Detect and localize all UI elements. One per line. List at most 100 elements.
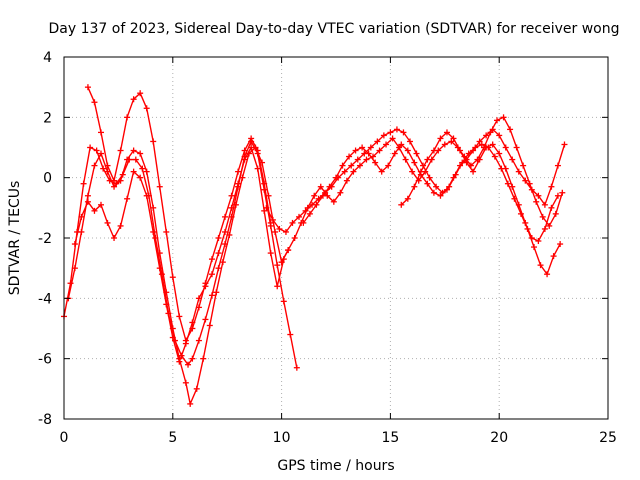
series-line bbox=[74, 146, 285, 363]
data-point bbox=[241, 147, 248, 154]
series-track-6 bbox=[278, 114, 566, 266]
data-point bbox=[489, 126, 496, 133]
data-point bbox=[282, 228, 289, 235]
data-point bbox=[296, 213, 303, 220]
data-point bbox=[195, 304, 202, 311]
data-point bbox=[248, 135, 255, 142]
data-point bbox=[378, 168, 385, 175]
series-line bbox=[400, 131, 559, 242]
data-point bbox=[319, 192, 326, 199]
data-point bbox=[520, 162, 527, 169]
data-point bbox=[143, 192, 150, 199]
data-point bbox=[483, 144, 490, 151]
data-point bbox=[457, 162, 464, 169]
data-point bbox=[254, 165, 261, 172]
data-point bbox=[537, 262, 544, 269]
data-point bbox=[287, 331, 294, 338]
data-point bbox=[111, 177, 118, 184]
data-point bbox=[150, 204, 157, 211]
data-point bbox=[278, 259, 285, 266]
y-tick-label: -8 bbox=[38, 412, 52, 428]
data-point bbox=[550, 253, 557, 260]
data-point bbox=[78, 228, 85, 235]
data-point bbox=[215, 250, 222, 257]
data-point bbox=[143, 105, 150, 112]
data-point bbox=[430, 189, 437, 196]
data-point bbox=[391, 150, 398, 157]
data-point bbox=[156, 183, 163, 190]
data-point bbox=[306, 210, 313, 217]
data-point bbox=[509, 183, 516, 190]
data-point bbox=[363, 156, 370, 163]
data-point bbox=[409, 168, 416, 175]
data-point bbox=[404, 195, 411, 202]
data-point bbox=[515, 168, 522, 175]
data-point bbox=[300, 219, 307, 226]
data-point bbox=[426, 174, 433, 181]
data-point bbox=[400, 129, 407, 136]
x-tick-label: 15 bbox=[381, 430, 399, 446]
data-point bbox=[195, 337, 202, 344]
data-point bbox=[443, 129, 450, 136]
data-point bbox=[528, 186, 535, 193]
data-point bbox=[541, 201, 548, 208]
data-point bbox=[522, 177, 529, 184]
data-point bbox=[104, 219, 111, 226]
grid-lines bbox=[64, 57, 608, 419]
data-point bbox=[254, 147, 261, 154]
data-point bbox=[280, 298, 287, 305]
data-point bbox=[228, 192, 235, 199]
data-point bbox=[402, 156, 409, 163]
data-point bbox=[84, 192, 91, 199]
series-track-4 bbox=[84, 84, 274, 344]
chart-title: Day 137 of 2023, Sidereal Day-to-day VTE… bbox=[49, 21, 620, 37]
data-point bbox=[326, 183, 333, 190]
x-axis-label: GPS time / hours bbox=[277, 458, 394, 474]
data-point bbox=[548, 183, 555, 190]
data-point bbox=[124, 195, 131, 202]
data-point bbox=[232, 201, 239, 208]
series-line bbox=[280, 116, 563, 263]
data-point bbox=[424, 180, 431, 187]
series-track-5 bbox=[263, 126, 564, 278]
data-point bbox=[206, 322, 213, 329]
data-point bbox=[187, 400, 194, 407]
data-point bbox=[222, 213, 229, 220]
data-point bbox=[393, 126, 400, 133]
data-point bbox=[478, 141, 485, 148]
data-point bbox=[476, 138, 483, 145]
data-point bbox=[202, 280, 209, 287]
data-point bbox=[137, 150, 144, 157]
data-point bbox=[367, 144, 374, 151]
data-point bbox=[163, 301, 170, 308]
data-point bbox=[71, 241, 78, 248]
data-point bbox=[554, 162, 561, 169]
data-point bbox=[330, 198, 337, 205]
data-point bbox=[261, 180, 268, 187]
data-point bbox=[139, 165, 146, 172]
data-point bbox=[376, 147, 383, 154]
data-point bbox=[269, 216, 276, 223]
data-point bbox=[130, 168, 137, 175]
data-point bbox=[267, 219, 274, 226]
data-point bbox=[200, 355, 207, 362]
data-point bbox=[100, 165, 107, 172]
data-point bbox=[235, 168, 242, 175]
data-point bbox=[383, 141, 390, 148]
data-point bbox=[496, 150, 503, 157]
data-point bbox=[208, 292, 215, 299]
data-point bbox=[372, 159, 379, 166]
data-point bbox=[411, 183, 418, 190]
series-line bbox=[87, 86, 272, 342]
data-point bbox=[557, 241, 564, 248]
y-tick-label: -2 bbox=[38, 231, 52, 247]
data-point bbox=[389, 135, 396, 142]
data-point bbox=[313, 201, 320, 208]
data-point bbox=[248, 144, 255, 151]
data-point bbox=[552, 210, 559, 217]
data-point bbox=[130, 147, 137, 154]
data-point bbox=[448, 138, 455, 145]
x-tick-label: 10 bbox=[273, 430, 291, 446]
data-point bbox=[111, 183, 118, 190]
data-point bbox=[193, 385, 200, 392]
